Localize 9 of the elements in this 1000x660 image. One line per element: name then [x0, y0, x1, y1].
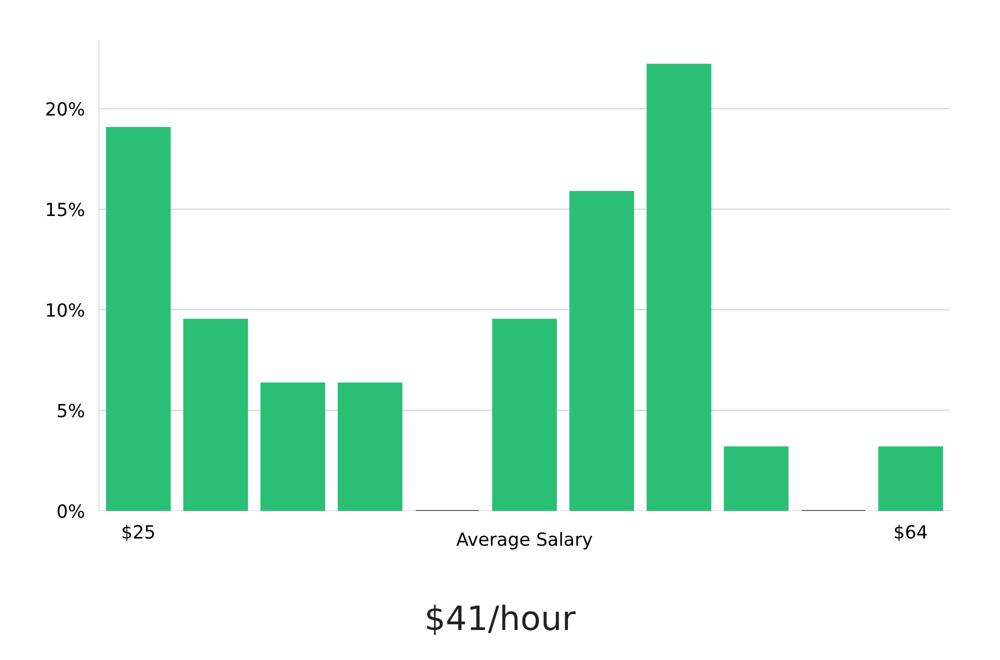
y-tick-label: 20%: [46, 102, 84, 116]
y-tick-label: 5%: [58, 404, 84, 418]
text: $41/hour: [427, 604, 576, 635]
y-tick-label: 0%: [58, 504, 84, 518]
x-tick-label: $64: [894, 524, 927, 542]
y-tick-label: 15%: [46, 202, 84, 216]
x-tick-label: $25: [122, 524, 154, 542]
y-tick-label: 10%: [46, 303, 84, 317]
x-axis-title: Average Salary: [456, 532, 592, 550]
